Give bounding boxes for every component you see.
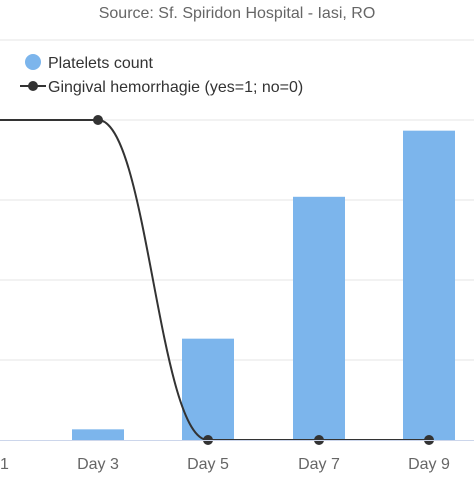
x-tick-label: 1 bbox=[0, 456, 9, 473]
bar bbox=[293, 196, 345, 440]
bar bbox=[403, 130, 455, 440]
chart-subtitle: Source: Sf. Spiridon Hospital - Iasi, RO bbox=[99, 5, 376, 22]
legend: Platelets count Gingival hemorrhagie (ye… bbox=[20, 54, 303, 96]
legend-label-platelets: Platelets count bbox=[48, 55, 154, 72]
x-tick-label: Day 5 bbox=[187, 456, 229, 473]
x-tick-label: Day 9 bbox=[408, 456, 450, 473]
x-tick-label: Day 7 bbox=[298, 456, 340, 473]
legend-item-gingival[interactable]: Gingival hemorrhagie (yes=1; no=0) bbox=[20, 79, 303, 96]
x-tick-label: Day 3 bbox=[77, 456, 119, 473]
legend-label-gingival: Gingival hemorrhagie (yes=1; no=0) bbox=[48, 79, 303, 96]
legend-symbol-marker-gingival bbox=[28, 81, 38, 91]
bar bbox=[182, 338, 234, 440]
legend-item-platelets[interactable]: Platelets count bbox=[25, 54, 154, 72]
legend-symbol-platelets bbox=[25, 54, 41, 70]
x-axis: 1 Day 3 Day 5 Day 7 Day 9 bbox=[0, 440, 474, 473]
line-point bbox=[93, 115, 103, 125]
bar bbox=[72, 429, 124, 440]
bar-series bbox=[72, 130, 455, 440]
